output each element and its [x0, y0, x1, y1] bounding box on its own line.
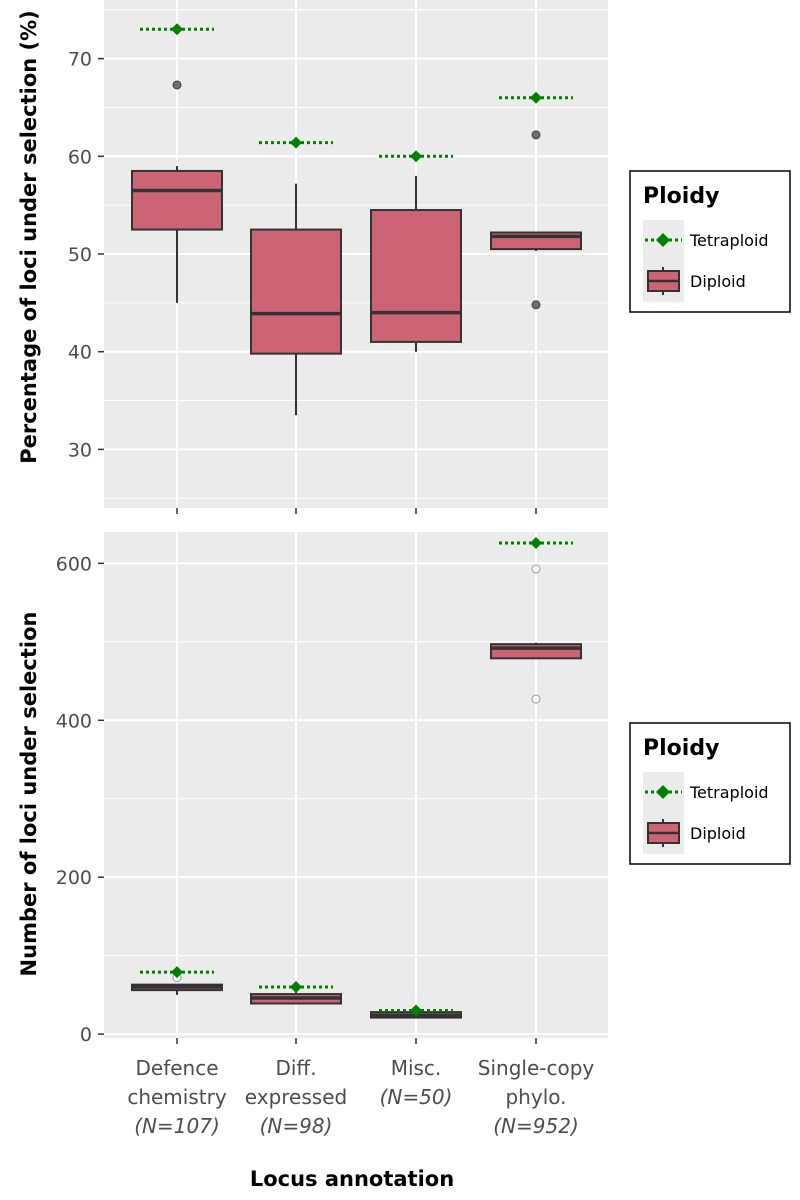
bottom-y-axis-ticks: 0 200 400 600 [56, 553, 537, 1046]
y-tick-label: 50 [68, 244, 92, 266]
tetraploid-mark-3 [379, 1004, 453, 1017]
bottom-y-axis-title: Number of loci under selection [17, 612, 41, 977]
diploid-box-2 [250, 991, 342, 1005]
iqr-box [370, 209, 462, 343]
tetraploid-mark-2 [259, 136, 333, 149]
bottom-panel: 0 200 400 600 Number of loci under selectio… [17, 532, 608, 1191]
legend-label-tetraploid: Tetraploid [689, 783, 769, 802]
outlier-point [531, 564, 541, 574]
tetraploid-diamond [290, 981, 302, 994]
x-category-line: (N=98) [260, 1114, 333, 1138]
diploid-box-3 [370, 175, 462, 352]
top-marks [131, 23, 582, 416]
tetraploid-mark-3 [379, 150, 453, 163]
outlier-point [531, 300, 541, 310]
y-tick-label: 70 [68, 49, 92, 71]
top-panel: 30 40 50 60 70 Percentage of loci under sele… [17, 0, 608, 514]
diploid-box-1 [131, 80, 223, 303]
legend-tetraploid-diamond [656, 233, 670, 247]
outlier-point [531, 694, 541, 704]
bottom-gridlines [104, 532, 608, 1038]
y-tick-label: 60 [68, 146, 92, 168]
x-category-line: expressed [245, 1085, 347, 1109]
x-category-line: (N=50) [380, 1085, 453, 1109]
legend-label-diploid: Diploid [690, 272, 746, 291]
tetraploid-diamond [290, 136, 302, 149]
outlier-point [531, 130, 541, 140]
diploid-box-4 [490, 130, 582, 310]
x-category-label: Diff. expressed (N=98) [245, 1056, 347, 1138]
bottom-panel-background [104, 532, 608, 1038]
legend-title: Ploidy [643, 184, 719, 209]
y-tick-label: 40 [68, 342, 92, 364]
outlier-point [172, 80, 182, 90]
x-axis-category-labels: Defence chemistry (N=107) Diff. expressed (N=… [127, 1056, 594, 1138]
legend-label-diploid: Diploid [690, 824, 746, 843]
top-y-axis-title: Percentage of loci under selection (%) [17, 10, 41, 464]
tetraploid-mark-4 [499, 536, 573, 549]
bottom-marks [131, 536, 582, 1019]
x-category-line: Defence [135, 1056, 218, 1080]
tetraploid-diamond [171, 23, 183, 36]
x-category-line: (N=952) [493, 1114, 579, 1138]
x-category-line: phylo. [505, 1085, 566, 1109]
x-category-line: Diff. [275, 1056, 316, 1080]
iqr-box [490, 643, 582, 660]
x-category-line: (N=107) [134, 1114, 220, 1138]
legend-title: Ploidy [643, 736, 719, 761]
tetraploid-mark-4 [499, 91, 573, 104]
tetraploid-diamond [410, 150, 422, 163]
iqr-box [131, 169, 223, 231]
bottom-legend: Ploidy Tetraploid Diploid [629, 722, 791, 865]
x-category-line: Misc. [391, 1056, 442, 1080]
tetraploid-mark-1 [140, 23, 214, 36]
iqr-box [250, 228, 342, 355]
tetraploid-diamond [530, 91, 542, 104]
y-tick-label: 400 [56, 710, 92, 732]
top-y-axis-ticks: 30 40 50 60 70 [68, 49, 537, 514]
top-legend: Ploidy Tetraploid Diploid [629, 170, 791, 313]
tetraploid-diamond [171, 966, 183, 979]
y-tick-label: 200 [56, 867, 92, 889]
x-category-label: Defence chemistry (N=107) [127, 1056, 227, 1138]
x-category-label: Single-copy phylo. (N=952) [478, 1056, 595, 1138]
diploid-box-4 [490, 564, 582, 704]
tetraploid-mark-1 [140, 966, 214, 979]
tetraploid-mark-2 [259, 981, 333, 994]
x-category-line: Single-copy [478, 1056, 595, 1080]
y-tick-label: 0 [80, 1024, 92, 1046]
x-category-line: chemistry [127, 1085, 227, 1109]
legend-tetraploid-diamond [656, 785, 670, 799]
x-axis-title: Locus annotation [250, 1167, 454, 1191]
diploid-box-2 [250, 183, 342, 416]
x-category-label: Misc. (N=50) [380, 1056, 453, 1109]
tetraploid-diamond [410, 1004, 422, 1017]
legend-label-tetraploid: Tetraploid [689, 231, 769, 250]
y-tick-label: 600 [56, 553, 92, 575]
y-tick-label: 30 [68, 439, 92, 461]
tetraploid-diamond [530, 536, 542, 549]
